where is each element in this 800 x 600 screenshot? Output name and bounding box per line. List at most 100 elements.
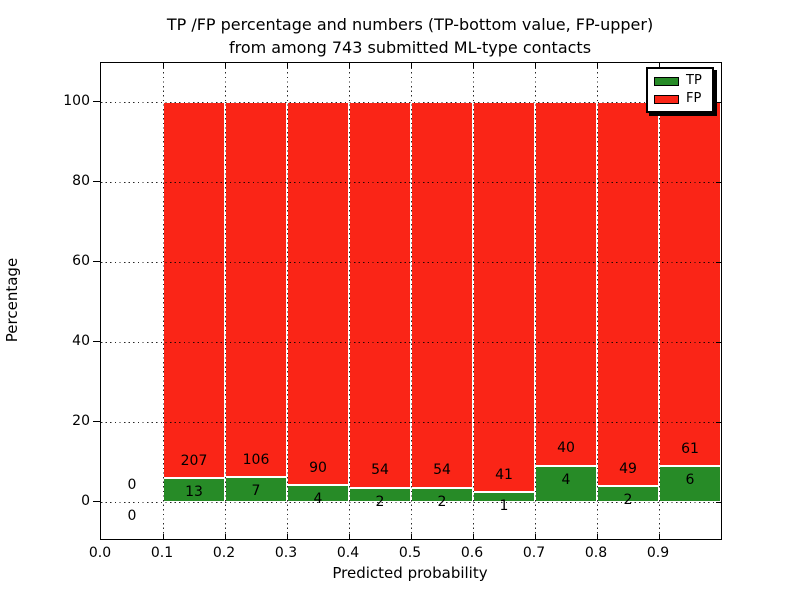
fp-bar-segment <box>597 101 659 487</box>
tp-count-label: 2 <box>375 493 385 510</box>
y-tick-mark <box>93 340 100 343</box>
tp-swatch-icon <box>654 76 679 86</box>
x-tick-mark <box>225 534 227 539</box>
y-tick-mark-right <box>716 261 721 264</box>
x-axis-label: Predicted probability <box>332 564 488 582</box>
y-tick-mark <box>93 260 100 263</box>
x-tick-mark-top <box>659 63 661 68</box>
fp-count-label: 49 <box>619 461 637 478</box>
x-tick-mark <box>349 534 351 539</box>
fp-bar-segment <box>473 101 535 493</box>
x-tick-label: 0.5 <box>398 545 422 561</box>
chart-title-line2: from among 743 submitted ML-type contact… <box>228 38 592 57</box>
vertical-gridline <box>473 63 475 539</box>
x-tick-mark <box>411 534 413 539</box>
y-tick-mark-right <box>716 502 721 504</box>
x-tick-mark-top <box>225 63 227 68</box>
fp-count-label: 40 <box>557 440 575 457</box>
vertical-gridline <box>535 63 537 539</box>
x-tick-mark-top <box>597 63 599 68</box>
fp-bar-segment <box>163 101 225 479</box>
chart-title: TP /FP percentage and numbers (TP-bottom… <box>100 13 720 59</box>
y-tick-label: 80 <box>72 172 90 189</box>
x-tick-mark-top <box>349 63 351 68</box>
vertical-gridline <box>597 63 599 539</box>
x-tick-mark-top <box>163 63 165 68</box>
legend: TP FP <box>646 67 714 113</box>
y-tick-label: 0 <box>81 493 90 509</box>
vertical-gridline <box>225 63 227 539</box>
legend-item-fp: FP <box>654 92 712 106</box>
x-tick-mark-top <box>411 63 413 68</box>
x-tick-mark <box>659 534 661 539</box>
y-tick-mark-right <box>716 181 721 183</box>
legend-label-tp: TP <box>686 73 702 88</box>
tp-count-label: 1 <box>499 498 509 515</box>
tp-count-label: 4 <box>561 471 571 488</box>
x-tick-mark <box>287 534 289 539</box>
tp-count-label: 6 <box>685 472 695 489</box>
x-tick-label: 0.1 <box>150 545 174 561</box>
x-tick-label: 0.9 <box>646 545 670 561</box>
y-tick-mark-right <box>716 101 721 103</box>
y-tick-label: 60 <box>72 252 90 269</box>
fp-count-label: 207 <box>180 453 208 470</box>
vertical-gridline <box>287 63 289 539</box>
x-tick-mark-top <box>473 63 475 68</box>
tp-bar-segment <box>535 465 597 502</box>
y-tick-mark <box>93 180 100 182</box>
fp-bar-segment <box>287 101 349 485</box>
vertical-gridline <box>349 63 351 539</box>
fp-count-label: 90 <box>309 459 327 476</box>
x-tick-label: 0.3 <box>274 545 298 561</box>
fp-bar-segment <box>225 101 287 478</box>
y-tick-label: 40 <box>72 332 90 349</box>
vertical-gridline <box>659 63 661 539</box>
y-tick-mark <box>93 100 100 102</box>
plot-area: 0 0 207 13 106 7 90 4 54 2 54 2 41 1 40 4 49 2 61 6 <box>100 62 722 540</box>
x-tick-mark-top <box>287 63 289 68</box>
x-tick-label: 0.8 <box>584 545 608 561</box>
tp-count-label: 2 <box>623 492 633 509</box>
y-tick-label: 20 <box>72 412 90 429</box>
y-tick-label: 100 <box>63 92 90 109</box>
chart-title-line1: TP /FP percentage and numbers (TP-bottom… <box>166 15 654 34</box>
y-tick-mark <box>93 501 100 503</box>
tp-bar-segment <box>659 466 721 502</box>
x-tick-label: 0.0 <box>88 545 112 561</box>
tp-bar-segment <box>225 477 287 502</box>
fp-count-label: 106 <box>242 451 270 468</box>
x-tick-mark <box>163 534 165 539</box>
x-tick-label: 0.6 <box>460 545 484 561</box>
y-tick-mark-right <box>716 341 721 344</box>
y-tick-mark-right <box>716 421 721 424</box>
fp-count-label: 54 <box>433 462 451 479</box>
fp-bar-segment <box>349 101 411 488</box>
fp-bar-segment <box>535 101 597 466</box>
fp-count-label: 54 <box>371 462 389 479</box>
y-axis-label: Percentage <box>3 257 21 343</box>
x-tick-mark <box>597 534 599 539</box>
x-tick-label: 0.4 <box>336 545 360 561</box>
x-tick-label: 0.2 <box>212 545 236 561</box>
legend-item-tp: TP <box>654 74 712 88</box>
vertical-gridline <box>411 63 413 539</box>
fp-swatch-icon <box>654 94 679 104</box>
x-tick-label: 0.7 <box>522 545 546 561</box>
tp-count-label: 13 <box>185 484 203 501</box>
fp-count-label: 61 <box>681 440 699 457</box>
x-tick-mark <box>535 534 537 539</box>
fp-bar-segment <box>411 101 473 488</box>
x-tick-mark-top <box>535 63 537 68</box>
tp-count-label: 7 <box>251 483 261 500</box>
fp-bar-segment <box>659 101 721 467</box>
tp-count-label: 2 <box>437 493 447 510</box>
vertical-gridline <box>163 63 165 539</box>
legend-label-fp: FP <box>686 91 702 106</box>
fp-count-label: 0 <box>127 476 137 493</box>
y-tick-mark <box>93 420 100 423</box>
x-tick-mark <box>473 534 475 539</box>
tp-count-label: 0 <box>127 508 137 525</box>
fp-count-label: 41 <box>495 467 513 484</box>
